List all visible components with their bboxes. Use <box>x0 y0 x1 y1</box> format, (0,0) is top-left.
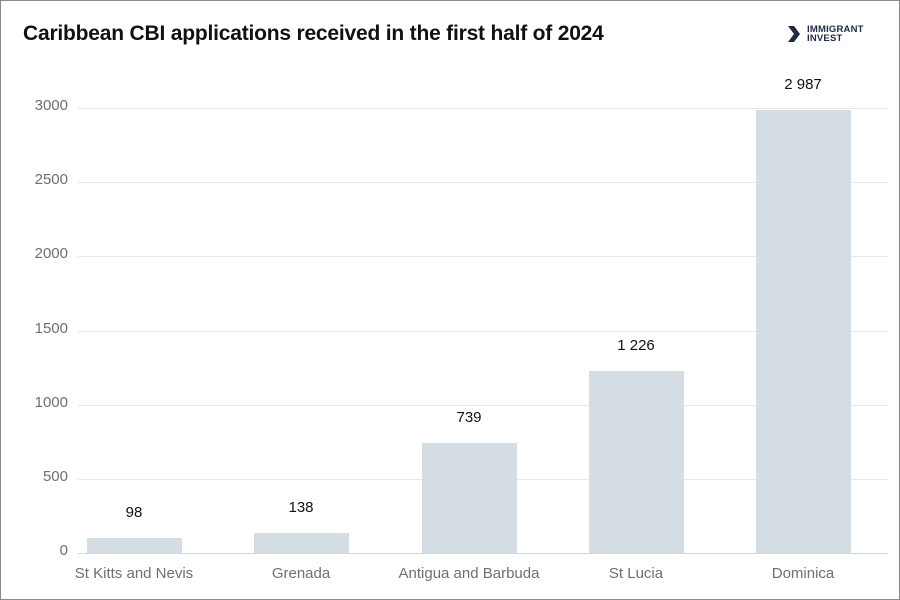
x-category-label: St Kitts and Nevis <box>74 565 194 582</box>
x-category-label: Dominica <box>771 565 835 582</box>
gridline <box>78 331 888 332</box>
y-tick-label: 1000 <box>34 394 68 411</box>
logo-chevron-icon <box>788 26 800 42</box>
brand-logo: IMMIGRANT INVEST <box>787 25 864 43</box>
bar-value-label: 2 987 <box>784 75 822 93</box>
y-tick-label: 2000 <box>34 245 68 262</box>
y-tick-label: 500 <box>42 468 68 485</box>
bar-value-label: 739 <box>456 409 482 427</box>
x-category-label: Grenada <box>271 565 331 582</box>
y-tick-label: 2500 <box>34 171 68 188</box>
gridline <box>78 108 888 109</box>
gridline <box>78 256 888 257</box>
gridline <box>78 182 888 183</box>
x-category-label: St Lucia <box>608 565 664 582</box>
logo-line-1: IMMIGRANT <box>807 24 864 35</box>
x-category-label: Antigua and Barbuda <box>398 565 540 582</box>
chart-title: Caribbean CBI applications received in t… <box>23 22 604 45</box>
gridline <box>78 553 888 554</box>
bar <box>253 532 349 553</box>
y-tick-label: 3000 <box>34 97 68 114</box>
y-tick-label: 0 <box>59 542 68 559</box>
bar <box>421 443 517 553</box>
gridline <box>78 405 888 406</box>
bar <box>86 538 182 553</box>
bar <box>755 109 851 553</box>
bar-value-label: 138 <box>288 498 314 516</box>
bar <box>588 371 684 553</box>
y-tick-label: 1500 <box>34 320 68 337</box>
bar-value-label: 1 226 <box>617 337 655 355</box>
bar-value-label: 98 <box>125 504 143 522</box>
logo-line-2: INVEST <box>807 33 843 44</box>
